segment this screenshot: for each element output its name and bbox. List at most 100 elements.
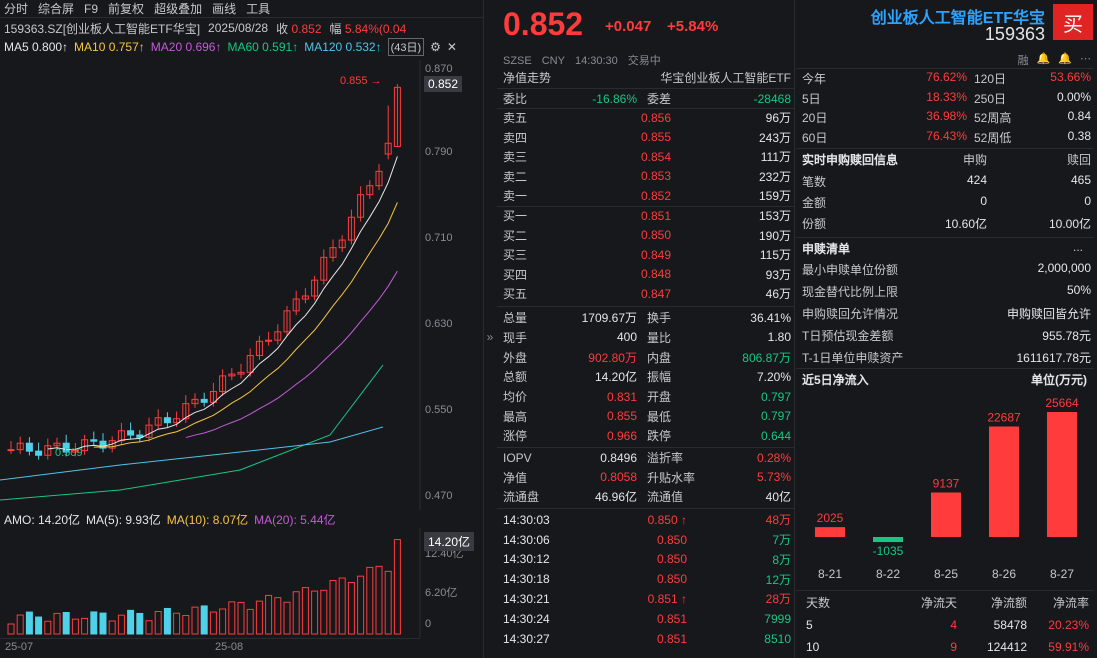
header-icons: 融 🔔 🔔 ⋯ bbox=[1018, 52, 1091, 68]
period-badge[interactable]: (43日) bbox=[387, 38, 425, 56]
cell: 升贴水率 bbox=[647, 470, 696, 485]
quote-meta-2: 14:30:30 bbox=[574, 55, 618, 67]
price-tick: 0.710 bbox=[425, 232, 453, 244]
candlestick-chart[interactable]: 0.855 → 0.509 bbox=[0, 60, 484, 510]
date-axis: 25-07 25-08 bbox=[0, 638, 420, 658]
ask-label: 卖二 bbox=[503, 169, 528, 184]
cell: 5日 bbox=[802, 91, 821, 106]
cell: IOPV bbox=[503, 450, 532, 465]
cell: 委比 bbox=[503, 92, 528, 107]
volume-bar bbox=[108, 620, 116, 635]
tick-time: 14:30:03 bbox=[503, 512, 550, 527]
volume-bar bbox=[228, 601, 236, 635]
cell: 50% bbox=[1066, 283, 1091, 297]
ask-price: 0.853 bbox=[640, 169, 671, 184]
tick-price: 0.850 ↑ bbox=[647, 512, 687, 527]
cell: 溢折率 bbox=[647, 451, 684, 466]
ma10-value: MA10 0.757↑ bbox=[74, 40, 145, 54]
symbol-name: 159363.SZ[创业板人工智能ETF华宝] bbox=[4, 21, 201, 36]
cell: 委差 bbox=[647, 92, 672, 107]
divider bbox=[497, 306, 795, 307]
cell: T日预估现金差额 bbox=[802, 329, 894, 343]
candle-body bbox=[163, 417, 171, 424]
gear-icon[interactable]: ⚙ bbox=[430, 40, 441, 54]
bell-icon[interactable]: 🔔 bbox=[1036, 53, 1051, 65]
cell: 最小申赎单位份额 bbox=[802, 263, 899, 277]
volume-bar bbox=[366, 566, 374, 635]
candle-body bbox=[200, 398, 208, 403]
cell: 806.87万 bbox=[742, 350, 791, 365]
volume-bar bbox=[25, 611, 33, 635]
bid-volume: 46万 bbox=[765, 287, 791, 302]
flow-cell: 124412 bbox=[986, 640, 1027, 654]
toolbar-item-0[interactable]: 分时 bbox=[4, 2, 29, 16]
margin-icon[interactable]: 融 bbox=[1017, 55, 1029, 67]
tick-price: 0.851 bbox=[656, 631, 687, 646]
ma-curve bbox=[47, 156, 398, 450]
cell: 0.38 bbox=[1067, 128, 1091, 143]
volume-chart[interactable] bbox=[0, 528, 484, 638]
toolbar-item-5[interactable]: 画线 bbox=[212, 2, 237, 16]
candle-body bbox=[16, 442, 24, 451]
cell: 总额 bbox=[503, 370, 528, 385]
candle-body bbox=[35, 450, 43, 456]
divider bbox=[497, 508, 795, 509]
cell: 1611617.78元 bbox=[1016, 351, 1091, 365]
candle-body bbox=[182, 403, 190, 420]
ask-price: 0.852 bbox=[640, 188, 671, 203]
volume-bar bbox=[99, 612, 107, 635]
divider bbox=[497, 108, 795, 109]
inflow-bar bbox=[989, 426, 1019, 537]
tick-row: 14:30:06 0.850 7万 bbox=[497, 530, 795, 550]
ask-row: 卖二 0.853 232万 bbox=[497, 167, 795, 187]
flow-table-row: 5 4 58478 20.23% bbox=[796, 616, 1097, 635]
buy-button[interactable]: 买 bbox=[1053, 4, 1093, 40]
toolbar-item-2[interactable]: F9 bbox=[84, 1, 99, 16]
more-icon[interactable]: ⋯ bbox=[1080, 53, 1091, 65]
cell: -28468 bbox=[753, 91, 791, 106]
volume-bar bbox=[292, 591, 300, 635]
cell: 0.966 bbox=[606, 428, 637, 443]
cell: 单位(万元) bbox=[1031, 373, 1087, 387]
chart-toolbar: 分时 综合屏 F9 前复权 超级叠加 画线 工具 bbox=[0, 0, 483, 18]
cell: 76.43% bbox=[926, 128, 967, 143]
stat2-row: 净值 0.8058 升贴水率 5.73% bbox=[497, 468, 795, 488]
toolbar-item-1[interactable]: 综合屏 bbox=[38, 2, 75, 16]
divider bbox=[497, 447, 795, 448]
volume-tick: 6.20亿 bbox=[425, 587, 458, 599]
toolbar-item-6[interactable]: 工具 bbox=[246, 2, 271, 16]
volume-bar bbox=[265, 594, 273, 635]
close-icon[interactable]: ✕ bbox=[446, 40, 457, 54]
bid-price: 0.850 bbox=[640, 228, 671, 243]
ma5-value: MA5 0.800↑ bbox=[4, 40, 69, 54]
volume-bar bbox=[329, 580, 337, 635]
stat-row: 总量 1709.67万 换手 36.41% bbox=[497, 308, 795, 328]
cell: 53.66% bbox=[1050, 70, 1091, 84]
ask-price: 0.856 bbox=[640, 110, 671, 125]
collapse-arrow-icon[interactable]: » bbox=[486, 330, 494, 344]
candle-body bbox=[357, 194, 365, 218]
ask-row: 卖五 0.856 96万 bbox=[497, 108, 795, 128]
bid-price: 0.847 bbox=[640, 286, 671, 301]
nav-trend-label: 净值走势 bbox=[503, 71, 552, 86]
bid-volume: 153万 bbox=[758, 209, 791, 224]
tick-volume: 8万 bbox=[772, 552, 791, 567]
cell: 52周低 bbox=[974, 130, 1012, 145]
subredeem-row: 份额 10.60亿 10.00亿 bbox=[796, 213, 1097, 232]
cell: 0 bbox=[980, 194, 987, 208]
ask-row: 卖一 0.852 159万 bbox=[497, 186, 795, 206]
volume-bar bbox=[357, 575, 365, 635]
candle-body bbox=[145, 424, 153, 438]
cell: 955.78元 bbox=[1042, 329, 1091, 343]
amp-value: 5.84%(0.04 bbox=[344, 21, 407, 36]
ask-label: 卖一 bbox=[503, 189, 528, 204]
last-price: 0.852 bbox=[503, 6, 584, 42]
volume-bar bbox=[182, 614, 190, 635]
stat-row: 现手 400 量比 1.80 bbox=[497, 328, 795, 348]
cell: 46.96亿 bbox=[594, 490, 637, 505]
cell: 400 bbox=[616, 330, 637, 345]
toolbar-item-4[interactable]: 超级叠加 bbox=[154, 2, 203, 16]
toolbar-item-3[interactable]: 前复权 bbox=[108, 2, 145, 16]
alert-icon[interactable]: 🔔 bbox=[1058, 53, 1072, 65]
volume-bar bbox=[7, 623, 15, 635]
